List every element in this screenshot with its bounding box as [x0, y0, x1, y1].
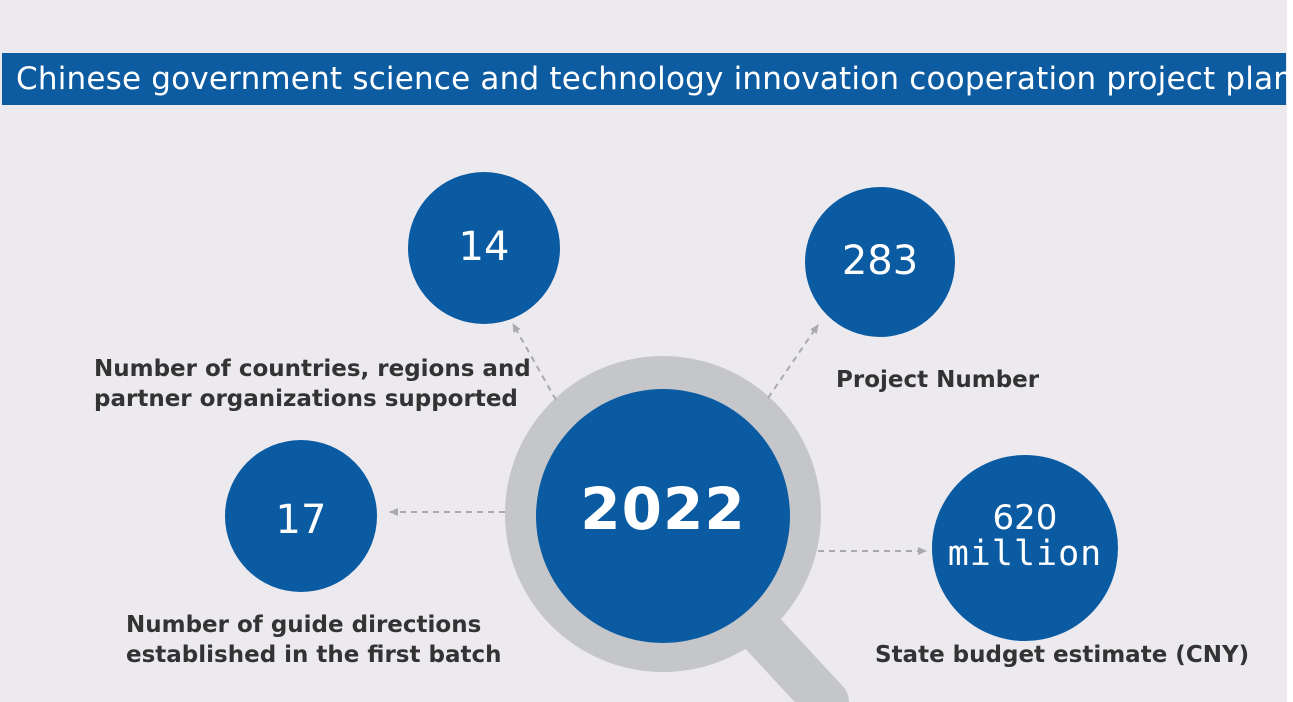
budget-unit: million [947, 534, 1103, 575]
projects-label-text: Project Number [836, 367, 1040, 393]
directions-circle: 17 [225, 440, 377, 592]
projects-circle: 283 [805, 187, 955, 337]
countries-value: 14 [458, 224, 510, 270]
right-edge-strip [1287, 0, 1293, 702]
arrow-to-countries [512, 323, 557, 401]
countries-label-line2: partner organizations supported [94, 386, 518, 412]
center-year-circle: 2022 [536, 389, 790, 643]
countries-label-line1: Number of countries, regions and [94, 356, 531, 382]
countries-circle: 14 [408, 172, 560, 324]
page-title: Chinese government science and technolog… [2, 53, 1293, 105]
directions-value: 17 [275, 497, 327, 543]
budget-value: 620 [992, 497, 1058, 538]
budget-label-text: State budget estimate (CNY) [875, 642, 1250, 668]
magnifier-handle [729, 599, 849, 702]
directions-label-line1: Number of guide directions [126, 612, 482, 638]
directions-label: Number of guide directions established i… [126, 610, 501, 670]
budget-circle: 620 million [932, 455, 1118, 641]
projects-value: 283 [841, 238, 919, 284]
projects-label: Project Number [836, 365, 1039, 395]
countries-label: Number of countries, regions and partner… [94, 354, 531, 414]
directions-label-line2: established in the first batch [126, 642, 502, 668]
arrow-to-projects [767, 324, 819, 399]
center-year: 2022 [580, 475, 746, 543]
budget-label: State budget estimate (CNY) [875, 640, 1249, 670]
